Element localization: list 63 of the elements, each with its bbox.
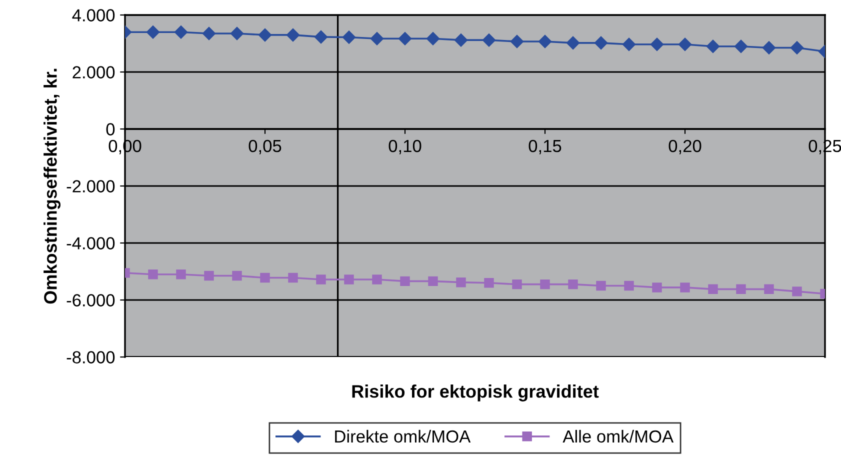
- legend-label: Alle omk/MOA: [562, 430, 674, 443]
- point: [596, 280, 606, 291]
- y-tick-label: 2.000: [72, 66, 115, 78]
- x-tick-label: 0,10: [388, 140, 422, 154]
- point: [538, 34, 552, 48]
- x-tick-label: 0,15: [528, 140, 562, 154]
- point: [426, 32, 440, 46]
- point: [734, 40, 748, 53]
- point: [510, 34, 524, 48]
- point: [484, 278, 494, 288]
- point: [790, 41, 804, 54]
- point: [764, 284, 774, 294]
- point: [566, 36, 580, 50]
- x-axis-title: Risiko for ektopisk graviditet: [352, 384, 599, 402]
- point: [428, 276, 438, 286]
- point: [456, 277, 466, 288]
- point: [708, 284, 718, 294]
- point: [344, 274, 354, 284]
- point: [174, 26, 188, 39]
- point: [454, 33, 468, 47]
- point: [594, 36, 608, 50]
- point: [286, 28, 300, 42]
- point: [400, 276, 410, 286]
- point: [258, 28, 272, 42]
- point: [652, 282, 662, 292]
- point: [316, 274, 326, 284]
- point: [230, 26, 244, 40]
- x-tick-label: 0,20: [668, 140, 702, 154]
- y-tick-label: 0: [106, 123, 115, 136]
- y-tick-label: 4.000: [72, 9, 115, 22]
- point: [736, 284, 746, 294]
- point: [260, 272, 270, 283]
- point: [624, 280, 634, 291]
- point: [678, 38, 692, 51]
- point: [232, 270, 242, 281]
- point: [176, 269, 186, 280]
- x-tick-label: 0,05: [248, 140, 282, 154]
- point: [706, 40, 720, 53]
- point: [370, 32, 384, 46]
- legend-label: Direkte omk/MOA: [335, 430, 471, 443]
- point: [650, 38, 664, 51]
- point: [622, 38, 636, 51]
- point: [204, 270, 214, 281]
- point: [762, 41, 776, 54]
- point: [342, 30, 356, 44]
- point: [568, 279, 578, 290]
- point: [680, 282, 690, 292]
- y-tick-label: -2.000: [66, 180, 115, 192]
- point: [148, 269, 158, 280]
- y-tick-label: -8.000: [66, 351, 115, 364]
- point: [512, 279, 522, 290]
- y-tick-label: -4.000: [66, 237, 115, 250]
- point: [792, 286, 802, 296]
- point: [314, 30, 328, 44]
- point: [482, 33, 496, 47]
- y-axis-title: Omkostningseffektivitet, kr.: [44, 68, 60, 304]
- point: [146, 26, 160, 39]
- point: [202, 26, 216, 40]
- point: [540, 279, 550, 290]
- y-tick-label: -6.000: [66, 294, 115, 306]
- point: [398, 32, 412, 46]
- point: [288, 272, 298, 283]
- point: [372, 274, 382, 284]
